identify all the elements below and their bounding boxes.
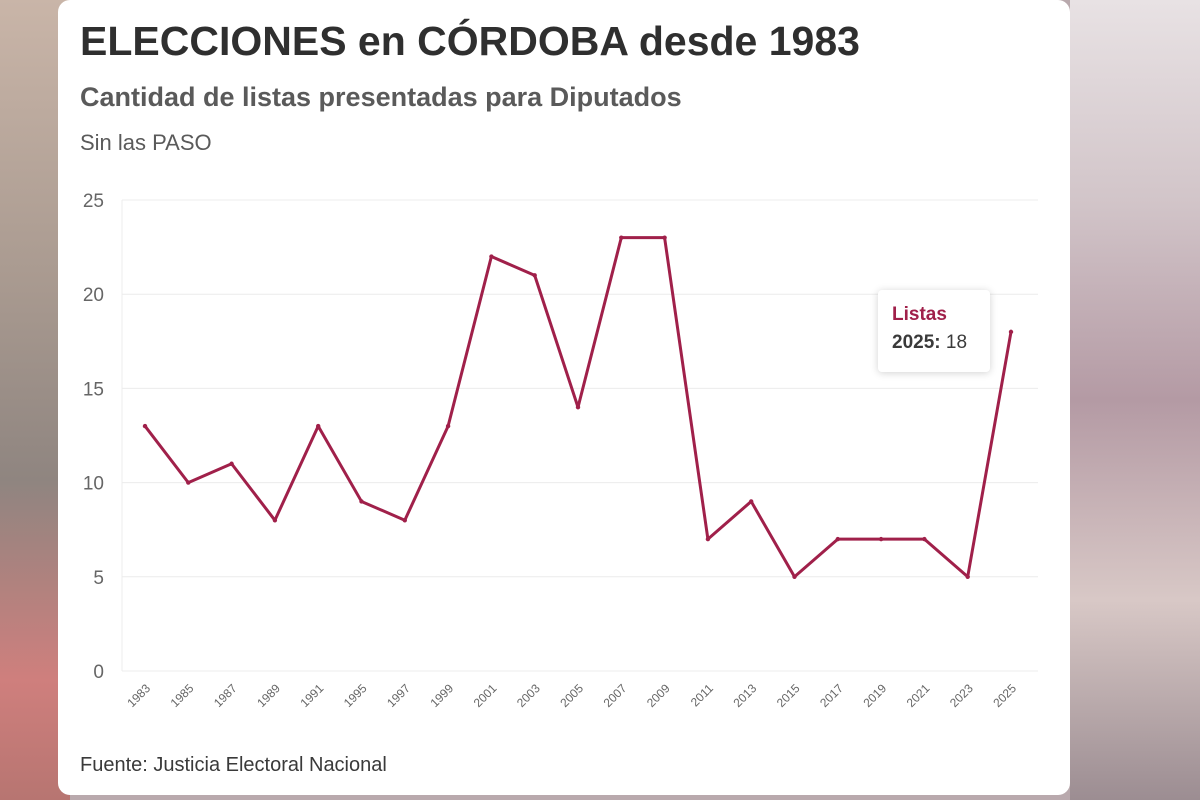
tooltip: Listas 2025: 18 [878,290,990,372]
data-point [142,423,148,429]
x-tick-label: 2009 [644,681,673,710]
data-point [229,461,234,466]
x-tick-label: 1985 [168,681,197,710]
x-tick-label: 2005 [557,681,586,710]
tooltip-value: 18 [945,332,968,353]
chart-note: Sin las PASO [80,130,212,155]
x-tick-label: 2011 [688,681,716,709]
y-tick-label: 0 [93,662,104,683]
x-tick-label: 1983 [124,681,153,710]
tooltip-value-line: 2025: 18 [892,332,990,354]
data-point [402,518,407,523]
x-tick-label: 2021 [904,681,933,710]
data-point [662,235,667,240]
chart-card: ELECCIONES en CÓRDOBA desde 1983 Cantida… [58,0,1070,795]
data-point [445,423,451,429]
y-tick-label: 10 [83,474,104,495]
x-tick-label: 2013 [731,681,760,710]
data-point [705,536,711,542]
tooltip-year: 2025: [892,332,941,353]
background-right [1070,0,1200,800]
data-point [532,273,537,278]
data-point [186,480,191,485]
chart-subtitle: Cantidad de listas presentadas para Dipu… [80,82,682,112]
data-point [792,574,797,579]
chart-title: ELECCIONES en CÓRDOBA desde 1983 [80,18,860,64]
data-point [316,423,321,429]
data-point [835,536,840,542]
x-tick-label: 2015 [774,681,803,710]
y-tick-label: 15 [83,379,104,400]
data-point [1008,329,1014,335]
x-tick-label: 2001 [471,681,500,710]
data-point [272,518,278,523]
x-tick-label: 2025 [990,681,1019,710]
data-point [965,574,970,579]
y-tick-label: 5 [93,568,104,589]
x-tick-label: 1997 [384,681,413,710]
data-point [575,405,581,410]
data-point [489,254,494,259]
x-tick-label: 1991 [298,681,327,710]
chart-source: Fuente: Justicia Electoral Nacional [80,754,387,776]
y-tick-label: 25 [83,191,104,212]
x-tick-label: 2017 [817,681,846,710]
x-tick-label: 2019 [860,681,889,710]
x-tick-label: 1999 [427,681,456,710]
data-point [878,536,884,542]
x-tick-label: 2003 [514,681,543,710]
tooltip-series-name: Listas [892,304,947,325]
x-tick-label: 1995 [341,681,370,710]
data-point [749,499,754,504]
data-point [922,536,927,542]
x-tick-label: 2007 [601,681,630,710]
data-point [619,235,624,240]
x-tick-label: 1989 [254,681,283,710]
x-tick-label: 1987 [211,681,240,710]
x-tick-label: 2023 [947,681,976,710]
y-tick-label: 20 [83,285,104,306]
data-point [359,499,364,504]
